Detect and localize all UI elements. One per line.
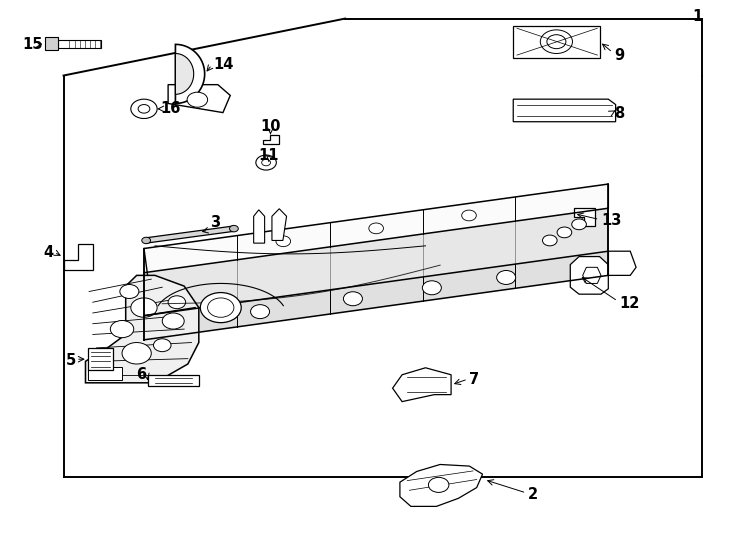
- Polygon shape: [175, 53, 194, 94]
- Circle shape: [168, 296, 186, 309]
- Polygon shape: [254, 210, 265, 243]
- Text: 10: 10: [261, 118, 280, 133]
- Polygon shape: [46, 37, 59, 50]
- Circle shape: [462, 210, 476, 221]
- Circle shape: [276, 236, 291, 247]
- Text: 2: 2: [528, 487, 538, 502]
- Circle shape: [542, 235, 557, 246]
- Polygon shape: [400, 464, 482, 507]
- Circle shape: [153, 339, 171, 352]
- Text: 7: 7: [469, 372, 479, 387]
- Text: 13: 13: [601, 213, 622, 228]
- Circle shape: [256, 155, 276, 170]
- Polygon shape: [168, 85, 230, 113]
- Polygon shape: [272, 209, 286, 240]
- Text: 4: 4: [44, 245, 54, 260]
- Polygon shape: [175, 44, 205, 104]
- Text: 5: 5: [66, 353, 76, 368]
- Circle shape: [344, 292, 363, 306]
- Circle shape: [187, 92, 208, 107]
- Text: 11: 11: [258, 147, 278, 163]
- Text: 3: 3: [210, 215, 220, 230]
- Circle shape: [230, 225, 239, 232]
- Circle shape: [110, 321, 134, 338]
- Circle shape: [131, 298, 157, 318]
- Text: 8: 8: [614, 106, 625, 120]
- Polygon shape: [85, 275, 199, 383]
- Polygon shape: [144, 208, 608, 340]
- Polygon shape: [393, 368, 451, 402]
- Text: 9: 9: [614, 48, 625, 63]
- Circle shape: [142, 237, 150, 244]
- Circle shape: [162, 313, 184, 329]
- Circle shape: [122, 342, 151, 364]
- Text: 14: 14: [214, 57, 234, 72]
- Polygon shape: [146, 226, 234, 243]
- Circle shape: [572, 219, 586, 230]
- Circle shape: [422, 281, 441, 295]
- Text: 12: 12: [619, 296, 639, 312]
- Polygon shape: [144, 251, 608, 340]
- Circle shape: [138, 105, 150, 113]
- Polygon shape: [574, 208, 595, 226]
- Circle shape: [547, 35, 566, 49]
- Polygon shape: [570, 256, 608, 294]
- Circle shape: [368, 223, 383, 234]
- Circle shape: [557, 227, 572, 238]
- Polygon shape: [513, 99, 616, 122]
- Circle shape: [262, 159, 270, 166]
- Circle shape: [250, 305, 269, 319]
- Polygon shape: [87, 348, 112, 370]
- Text: 6: 6: [136, 367, 146, 382]
- Polygon shape: [583, 267, 601, 284]
- Circle shape: [429, 477, 449, 492]
- Circle shape: [497, 271, 516, 285]
- Polygon shape: [608, 251, 636, 275]
- Text: 1: 1: [692, 9, 702, 24]
- Circle shape: [120, 285, 139, 299]
- Polygon shape: [264, 134, 279, 144]
- Polygon shape: [513, 25, 600, 58]
- Polygon shape: [148, 375, 199, 386]
- Circle shape: [200, 293, 241, 322]
- Polygon shape: [59, 40, 101, 48]
- Circle shape: [208, 298, 234, 318]
- Polygon shape: [87, 367, 122, 380]
- Polygon shape: [144, 184, 608, 273]
- Circle shape: [540, 30, 573, 53]
- Circle shape: [131, 99, 157, 118]
- Text: 16: 16: [161, 102, 181, 116]
- Polygon shape: [64, 244, 92, 270]
- Text: 15: 15: [22, 37, 43, 52]
